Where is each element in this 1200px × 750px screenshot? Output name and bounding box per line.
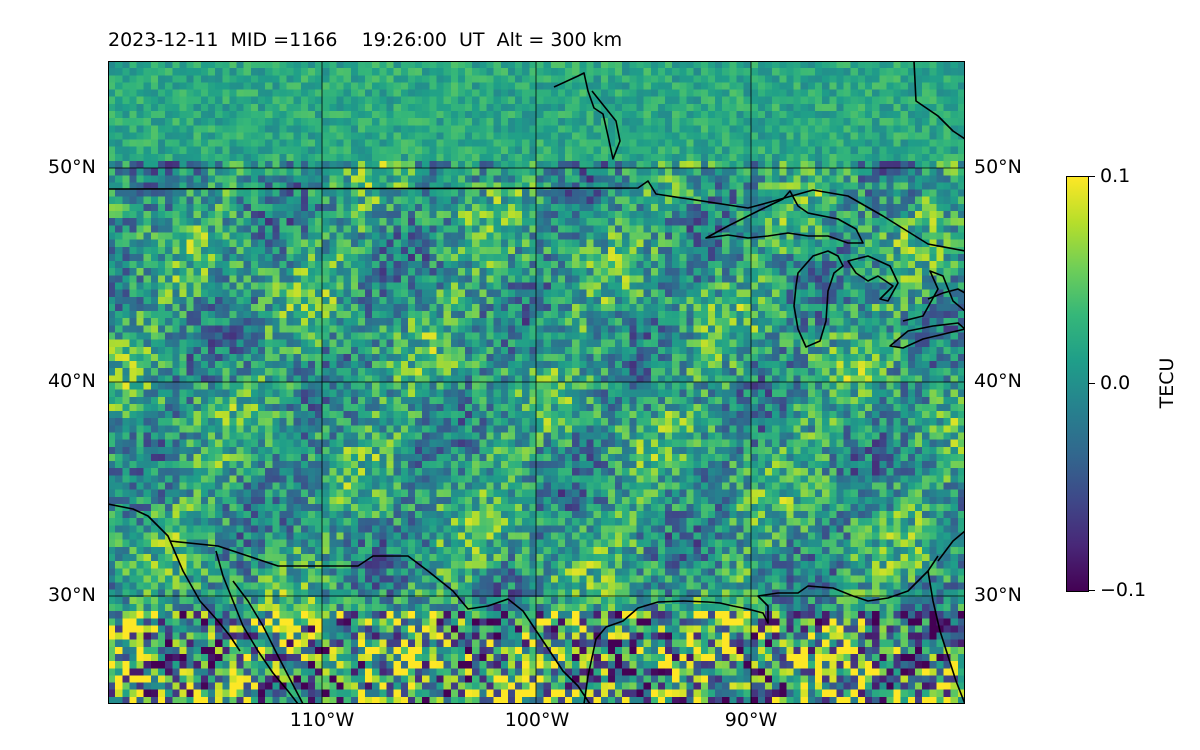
us-canada-border <box>108 180 965 252</box>
lat-label-40n-right: 40°N <box>974 370 1022 392</box>
lat-label-40n-left: 40°N <box>48 370 96 392</box>
baja-peninsula <box>215 550 299 704</box>
lon-label-110w: 110°W <box>289 709 355 731</box>
lat-label-30n-left: 30°N <box>48 584 96 606</box>
coastlines-borders <box>108 61 965 704</box>
colorbar-label-min: −0.1 <box>1100 579 1147 601</box>
hudson-bay-coast <box>553 72 621 160</box>
lake-erie <box>889 322 965 349</box>
tec-map[interactable] <box>108 61 965 704</box>
us-mexico-border <box>169 540 591 704</box>
map-overlay <box>108 61 965 704</box>
colorbar-tick-max <box>1088 176 1095 177</box>
lon-label-90w: 90°W <box>724 709 778 731</box>
gridlines <box>108 61 965 704</box>
lon-label-100w: 100°W <box>504 709 570 731</box>
lat-label-30n-right: 30°N <box>974 584 1022 606</box>
colorbar <box>1066 176 1089 592</box>
lat-label-50n-left: 50°N <box>48 156 96 178</box>
atlantic-coast <box>937 530 965 562</box>
colorbar-label-max: 0.1 <box>1100 165 1131 187</box>
pacific-coast <box>108 503 241 652</box>
colorbar-tick-min <box>1088 590 1095 591</box>
lake-michigan <box>793 250 844 348</box>
lake-huron <box>847 255 899 302</box>
colorbar-unit-label: TECU <box>1156 357 1178 409</box>
colorbar-tick-zero <box>1088 383 1095 384</box>
colorbar-label-zero: 0.0 <box>1100 372 1131 394</box>
gulf-coast <box>583 555 939 704</box>
plot-title: 2023-12-11 MID =1166 19:26:00 UT Alt = 3… <box>108 29 623 51</box>
gulf-california <box>232 580 304 704</box>
hudson-bay-coast-2 <box>913 61 965 140</box>
lake-ontario <box>927 288 965 300</box>
lat-label-50n-right: 50°N <box>974 156 1022 178</box>
great-lakes-shore <box>902 270 965 322</box>
lake-superior <box>705 190 864 244</box>
florida-coast <box>927 570 965 704</box>
